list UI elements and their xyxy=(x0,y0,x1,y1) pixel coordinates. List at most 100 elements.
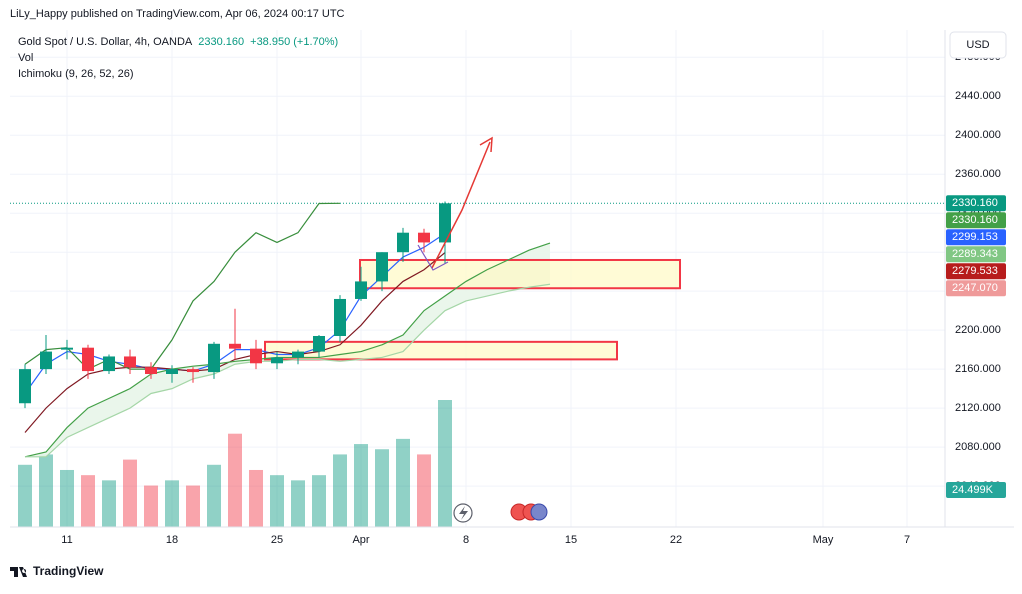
volume-bar xyxy=(207,464,221,527)
candle-body xyxy=(187,369,199,373)
indicator-line xyxy=(24,242,551,458)
arrow xyxy=(431,141,491,269)
indicator-line xyxy=(25,283,551,458)
candle-body xyxy=(229,343,241,349)
candle-body xyxy=(19,369,31,404)
currency-button[interactable] xyxy=(949,31,1007,59)
candle-body xyxy=(292,351,304,358)
currency: USD xyxy=(966,39,989,51)
volume-tag xyxy=(946,482,1006,498)
x-tick-label: 22 xyxy=(670,534,682,546)
price-tag-label: 2330.160 xyxy=(952,197,998,209)
last-price: 2330.160 xyxy=(198,36,244,48)
zone-box xyxy=(264,340,618,361)
brand-logo xyxy=(10,567,27,577)
candle-body xyxy=(124,356,136,368)
volume-bar xyxy=(18,464,32,527)
volume-bar xyxy=(123,459,137,527)
candle-layer xyxy=(19,201,451,409)
candle-body xyxy=(250,348,262,364)
y-tick-label: 2160.000 xyxy=(955,363,1001,375)
volume-bar xyxy=(60,469,74,527)
price-change: +38.950 (+1.70%) xyxy=(250,36,338,48)
volume-bar xyxy=(438,400,452,527)
price-label-layer: 2330.160 2330.160 2299.153 2289.343 2279.533… xyxy=(946,195,1006,498)
candle-body xyxy=(334,298,346,336)
price-tag xyxy=(946,280,1006,297)
price-tag xyxy=(946,195,1006,212)
candle-body xyxy=(418,232,430,243)
y-tick-label: 2440.000 xyxy=(955,90,1001,102)
volume-bar xyxy=(270,475,284,527)
zone-box xyxy=(359,258,681,290)
price-tag xyxy=(946,246,1006,263)
lightning-icon xyxy=(459,506,468,520)
price-tag xyxy=(946,212,1006,229)
y-tick-label: 2200.000 xyxy=(955,324,1001,336)
candle-body xyxy=(82,347,94,372)
grid-layer xyxy=(10,30,945,527)
volume-bar xyxy=(249,469,263,527)
candle-body xyxy=(397,232,409,253)
candle-body xyxy=(103,356,115,372)
drawing-line xyxy=(417,244,449,271)
volume-bar xyxy=(333,454,347,527)
price-tag xyxy=(946,263,1006,280)
candle-body xyxy=(61,347,73,350)
price-tag-label: 2279.533 xyxy=(952,265,998,277)
candle-body xyxy=(313,335,325,352)
indicator-name: Ichimoku (9, 26, 52, 26) xyxy=(18,68,134,80)
x-tick-label: 18 xyxy=(166,534,178,546)
volume-layer xyxy=(18,400,452,527)
x-tick-label: 8 xyxy=(463,534,469,546)
candle-body xyxy=(145,367,157,375)
event-icon[interactable] xyxy=(530,503,548,521)
price-tag-label: 2299.153 xyxy=(952,231,998,243)
volume-bar xyxy=(312,475,326,527)
x-tick-label: 15 xyxy=(565,534,577,546)
volume-bar xyxy=(417,454,431,527)
x-tick-label: 7 xyxy=(904,534,910,546)
y-tick-label: 2080.000 xyxy=(955,441,1001,453)
volume-bar xyxy=(39,454,53,527)
price-tag-label: 2289.343 xyxy=(952,248,998,260)
volume-bar xyxy=(354,444,368,527)
symbol-title: Gold Spot / U.S. Dollar, 4h, OANDA xyxy=(18,36,193,48)
volume-bar xyxy=(144,485,158,527)
candle-body xyxy=(40,351,52,370)
volume-bar xyxy=(81,475,95,527)
volume-bar xyxy=(291,480,305,527)
volume-bar xyxy=(102,480,116,527)
volume-bar xyxy=(165,480,179,527)
volume-bar xyxy=(228,433,242,527)
candle-body xyxy=(355,281,367,299)
x-tick-label: 11 xyxy=(61,534,72,546)
indicator-name: Vol xyxy=(18,52,33,64)
indicator-line xyxy=(24,202,341,370)
x-tick-label: 25 xyxy=(271,534,283,546)
x-tick-label: Apr xyxy=(352,534,369,546)
candle-body xyxy=(208,343,220,373)
volume-bar xyxy=(396,438,410,527)
x-tick-label: May xyxy=(813,534,834,546)
candle-body xyxy=(376,252,388,282)
y-tick-label: 2360.000 xyxy=(955,168,1001,180)
candle-body xyxy=(166,369,178,375)
volume-bar xyxy=(375,449,389,527)
price-tag xyxy=(946,229,1006,246)
arrow-head xyxy=(479,136,493,153)
volume-tag-label: 24.499K xyxy=(952,484,994,496)
price-tag-label: 2247.070 xyxy=(952,282,998,294)
volume-bar xyxy=(186,485,200,527)
box-layer xyxy=(264,258,681,361)
y-tick-label: 2120.000 xyxy=(955,402,1001,414)
candle-body xyxy=(439,203,451,243)
y-tick-label: 2400.000 xyxy=(955,129,1001,141)
candle-body xyxy=(271,357,283,364)
byline: LiLy_Happy published on TradingView.com,… xyxy=(10,8,345,20)
price-tag-label: 2330.160 xyxy=(952,214,998,226)
brand: TradingView xyxy=(33,564,104,578)
